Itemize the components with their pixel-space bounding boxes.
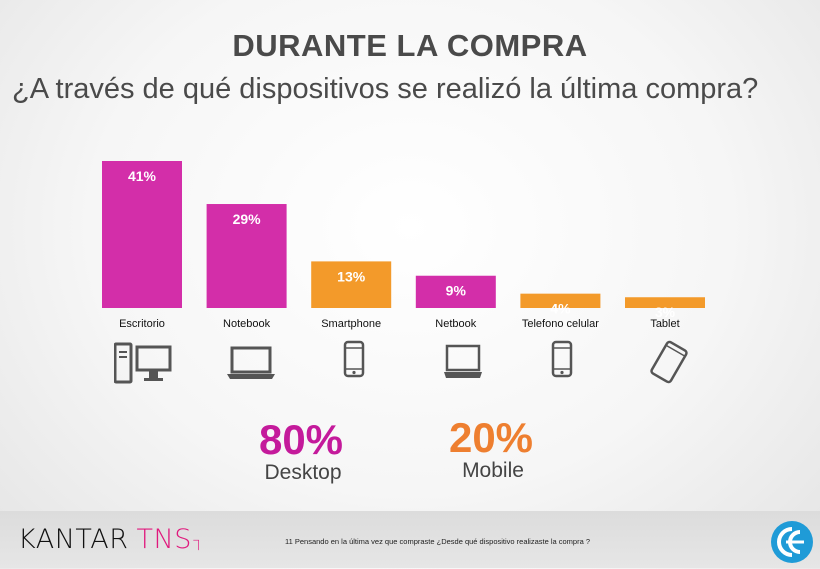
- category-label: Escritorio: [119, 318, 165, 330]
- bar-escritorio: [102, 161, 182, 308]
- page-title: DURANTE LA COMPRA: [232, 28, 588, 63]
- bar-chart: 41% Escritorio 29% Notebook 13% Smartphone 9% N…: [102, 161, 705, 330]
- bar-value-label: 29%: [233, 211, 262, 227]
- footer-bar: KANTAR TNS⅂ 11 Pensando en la última vez …: [0, 511, 820, 568]
- kantar-tns-logo: KANTAR TNS⅂: [18, 524, 201, 555]
- bar-value-label: 9%: [446, 283, 467, 299]
- tablet-icon: [648, 340, 690, 384]
- laptop-small-icon: [443, 344, 483, 380]
- category-label: Tablet: [650, 318, 679, 330]
- bar-notebook: [206, 204, 287, 308]
- logo-accent-text: TNS: [136, 524, 192, 555]
- smartphone-icon: [343, 340, 365, 378]
- bar-smartphone: [311, 261, 392, 308]
- laptop-icon: [226, 346, 276, 380]
- mobile-share-label: Mobile: [462, 459, 524, 482]
- mobile-share-value: 20%: [448, 414, 534, 461]
- category-label: Notebook: [223, 318, 271, 330]
- desktop-tower-icon: [114, 342, 172, 384]
- bar-tablet: [625, 297, 705, 308]
- bar-value-label: 41%: [128, 168, 157, 184]
- footnote: 11 Pensando en la última vez que compras…: [285, 537, 591, 546]
- logo-main-text: KANTAR: [18, 524, 129, 555]
- chart-question: ¿A través de qué dispositivos se realizó…: [12, 73, 759, 105]
- bar-telefono-celular: [520, 293, 601, 308]
- bar-netbook: [415, 275, 496, 308]
- bar-value-label: 4%: [550, 301, 571, 317]
- category-label: Smartphone: [321, 318, 381, 330]
- category-label: Telefono celular: [522, 318, 599, 330]
- category-label: Netbook: [435, 318, 476, 330]
- bar-value-label: 3%: [655, 304, 676, 320]
- desktop-share-label: Desktop: [264, 461, 342, 484]
- desktop-share-value: 80%: [258, 416, 344, 463]
- bar-value-label: 13%: [337, 268, 366, 284]
- logo-mark: ⅂: [192, 538, 202, 554]
- mobile-phone-icon: [551, 340, 573, 378]
- corner-brand-icon: [770, 520, 814, 569]
